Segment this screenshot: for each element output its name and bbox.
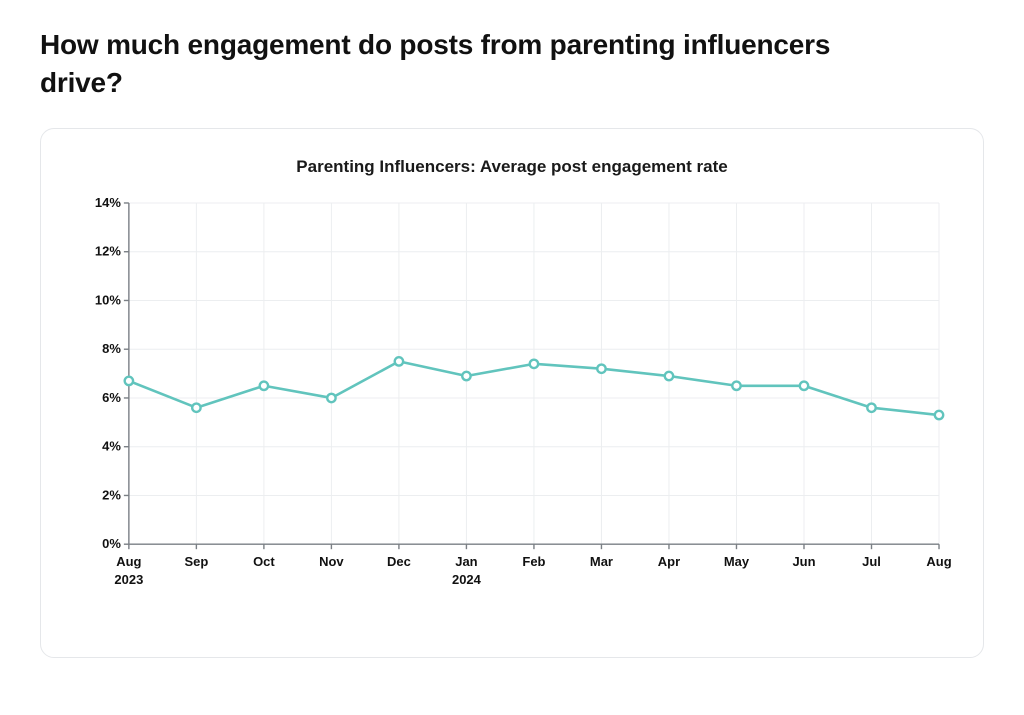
data-point — [530, 359, 538, 367]
chart-card: Parenting Influencers: Average post enga… — [40, 128, 984, 658]
y-tick-label: 2% — [102, 487, 121, 502]
x-tick-label: Jan — [455, 554, 477, 569]
data-point — [800, 381, 808, 389]
x-tick-label: Dec — [387, 554, 411, 569]
data-point — [935, 410, 943, 418]
x-tick-label: May — [724, 554, 750, 569]
page-title: How much engagement do posts from parent… — [40, 26, 920, 102]
data-point — [732, 381, 740, 389]
x-tick-sublabel: 2024 — [452, 572, 482, 587]
x-tick-label: Mar — [590, 554, 613, 569]
x-tick-label: Sep — [184, 554, 208, 569]
x-tick-sublabel: 2023 — [114, 572, 143, 587]
chart-plot: 0% 2% 4% 6% 8% 10% 12% 14% Aug 2023 Sep Oct Nov Dec Ja… — [71, 193, 953, 613]
x-tick-label: Aug — [116, 554, 141, 569]
x-tick-label: Oct — [253, 554, 275, 569]
y-tick-label: 6% — [102, 390, 121, 405]
y-tick-label: 0% — [102, 536, 121, 551]
data-point — [192, 403, 200, 411]
chart-title: Parenting Influencers: Average post enga… — [71, 157, 953, 177]
x-tick-label: Jul — [862, 554, 881, 569]
data-point — [125, 376, 133, 384]
line-chart-svg: 0% 2% 4% 6% 8% 10% 12% 14% Aug 2023 Sep Oct Nov Dec Ja… — [71, 193, 953, 612]
y-tick-label: 14% — [95, 195, 121, 210]
data-point — [867, 403, 875, 411]
data-point — [327, 393, 335, 401]
y-tick-label: 4% — [102, 438, 121, 453]
data-point — [395, 357, 403, 365]
x-tick-label: Feb — [522, 554, 545, 569]
y-tick-label: 10% — [95, 292, 121, 307]
x-tick-label: Jun — [792, 554, 815, 569]
y-tick-label: 12% — [95, 243, 121, 258]
data-point — [665, 371, 673, 379]
x-tick-label: Apr — [658, 554, 680, 569]
data-point — [597, 364, 605, 372]
x-tick-label: Nov — [319, 554, 344, 569]
data-point — [260, 381, 268, 389]
x-tick-label: Aug — [926, 554, 951, 569]
y-tick-label: 8% — [102, 341, 121, 356]
data-point — [462, 371, 470, 379]
